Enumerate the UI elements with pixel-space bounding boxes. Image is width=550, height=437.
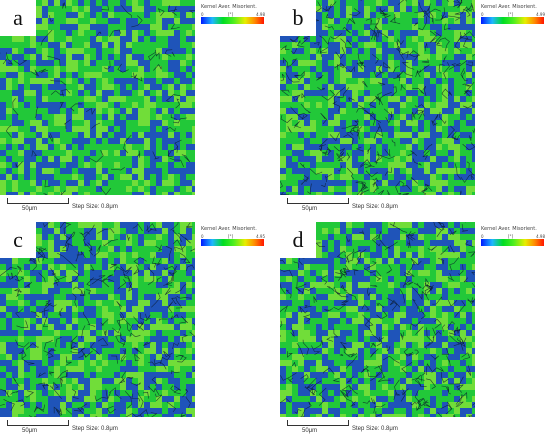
legend-unit: [°] — [228, 12, 234, 17]
legend-title: Kernel Aver. Misorient. — [481, 4, 537, 10]
legend-max: 4.99 — [536, 12, 545, 17]
scale-bar — [287, 420, 349, 426]
legend-title: Kernel Aver. Misorient. — [201, 226, 257, 232]
step-size-label: Step Size: 0.8μm — [352, 204, 398, 210]
legend-color-bar — [481, 239, 544, 246]
panel-c: c Kernel Aver. Misorient. 0 [°] 4.95 50μ… — [0, 222, 275, 437]
kam-map-svg-d — [280, 222, 475, 417]
legend-unit: [°] — [508, 12, 514, 17]
scale-bar-label: 50μm — [22, 428, 38, 434]
color-legend-d: Kernel Aver. Misorient. 0 [°] 4.98 — [477, 224, 547, 254]
legend-color-bar — [481, 17, 544, 24]
panel-label-c: c — [0, 222, 36, 258]
legend-min: 0 — [201, 234, 204, 239]
kam-map-d — [280, 222, 475, 417]
step-size-label: Step Size: 0.8μm — [72, 204, 118, 210]
scale-bar-label: 50μm — [302, 206, 318, 212]
legend-title: Kernel Aver. Misorient. — [201, 4, 257, 10]
scale-bar — [7, 198, 69, 204]
color-legend-a: Kernel Aver. Misorient. 0 [°] 4.98 — [197, 2, 267, 32]
scale-bar — [7, 420, 69, 426]
panel-label-a: a — [0, 0, 36, 36]
kam-map-svg-a — [0, 0, 195, 195]
panel-label-b: b — [280, 0, 316, 36]
panel-b: b Kernel Aver. Misorient. 0 [°] 4.99 50μ… — [280, 0, 550, 218]
panel-d: d Kernel Aver. Misorient. 0 [°] 4.98 50μ… — [280, 222, 550, 437]
legend-unit: [°] — [228, 234, 234, 239]
panel-a: a Kernel Aver. Misorient. 0 [°] 4.98 50μ… — [0, 0, 275, 218]
legend-max: 4.98 — [536, 234, 545, 239]
legend-min: 0 — [201, 12, 204, 17]
scale-bar-label: 50μm — [302, 428, 318, 434]
legend-color-bar — [201, 239, 264, 246]
step-size-label: Step Size: 0.8μm — [72, 426, 118, 432]
legend-max: 4.95 — [256, 234, 265, 239]
legend-color-bar — [201, 17, 264, 24]
legend-min: 0 — [481, 234, 484, 239]
legend-title: Kernel Aver. Misorient. — [481, 226, 537, 232]
kam-map-a — [0, 0, 195, 195]
scale-bar-label: 50μm — [22, 206, 38, 212]
legend-max: 4.98 — [256, 12, 265, 17]
legend-min: 0 — [481, 12, 484, 17]
scale-bar — [287, 198, 349, 204]
color-legend-b: Kernel Aver. Misorient. 0 [°] 4.99 — [477, 2, 547, 32]
color-legend-c: Kernel Aver. Misorient. 0 [°] 4.95 — [197, 224, 267, 254]
step-size-label: Step Size: 0.8μm — [352, 426, 398, 432]
panel-label-d: d — [280, 222, 316, 258]
legend-unit: [°] — [508, 234, 514, 239]
